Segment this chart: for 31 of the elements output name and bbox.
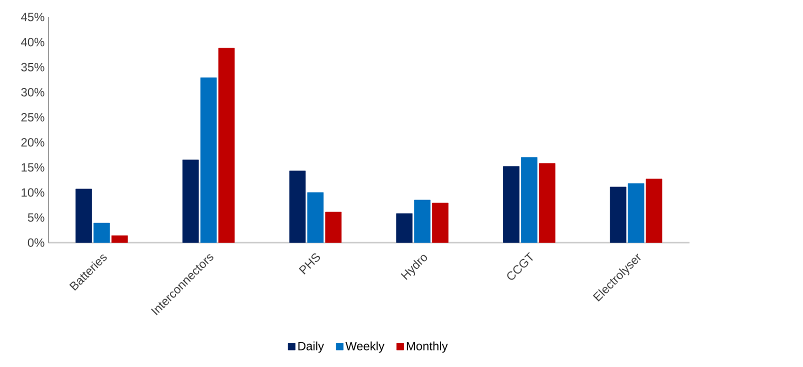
- bar: [396, 213, 413, 243]
- bar: [111, 235, 128, 243]
- legend-label: Daily: [298, 341, 324, 352]
- bar: [325, 212, 342, 243]
- bar: [628, 183, 644, 243]
- y-tick-label: 35%: [21, 62, 44, 72]
- bar: [432, 202, 448, 243]
- y-tick-label: 45%: [21, 12, 44, 22]
- bar: [521, 156, 538, 243]
- bar: [503, 166, 520, 243]
- y-tick-label: 10%: [22, 188, 44, 196]
- y-tick-label: 40%: [21, 38, 44, 46]
- bar: [200, 77, 217, 243]
- legend-label: Monthly: [406, 341, 448, 352]
- y-tick-label: 15%: [22, 162, 44, 172]
- y-tick-label: 30%: [21, 88, 44, 96]
- y-tick-label: 25%: [21, 112, 44, 122]
- bar: [307, 192, 324, 243]
- bar: [610, 186, 626, 243]
- bar: [646, 178, 662, 243]
- bar: [182, 159, 199, 243]
- bar: [289, 170, 306, 243]
- bar: [538, 162, 556, 243]
- bar: [76, 188, 92, 243]
- y-tick-label: 20%: [21, 138, 44, 146]
- legend-label: Weekly: [346, 341, 384, 352]
- y-tick-label: 5%: [28, 213, 44, 222]
- y-tick-label: 0%: [28, 238, 44, 247]
- bar: [218, 48, 235, 243]
- bar: [94, 222, 110, 243]
- bar: [414, 200, 430, 243]
